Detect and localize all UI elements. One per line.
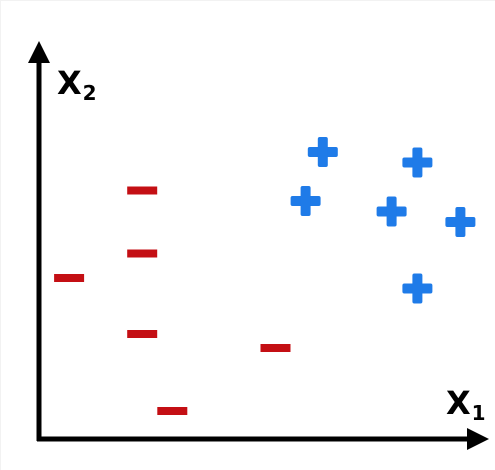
- plus-marker: [307, 137, 338, 167]
- minus-marker: [127, 249, 158, 258]
- minus-marker: [127, 186, 158, 195]
- minus-marker: [54, 274, 85, 282]
- axes: [28, 41, 489, 450]
- minus-marker: [260, 344, 291, 352]
- data-points: [54, 137, 476, 415]
- x-axis-label: X1: [446, 387, 486, 423]
- plus-marker: [290, 186, 321, 216]
- y-axis-label-name: X: [57, 64, 82, 102]
- plus-marker: [445, 207, 476, 237]
- minus-marker: [127, 330, 158, 338]
- plus-marker-bar-vertical: [412, 273, 423, 304]
- x-axis-label-subscript: 1: [471, 401, 486, 425]
- y-axis-arrowhead: [28, 41, 50, 63]
- minus-marker: [157, 407, 188, 415]
- plus-marker: [402, 147, 433, 178]
- plus-marker-bar-vertical: [412, 147, 423, 178]
- plus-marker-bar-vertical: [386, 196, 397, 227]
- x-axis-label-name: X: [446, 384, 471, 422]
- x-axis-arrowhead: [467, 428, 489, 450]
- plus-marker-bar-vertical: [300, 186, 311, 216]
- plus-marker: [402, 273, 433, 304]
- y-axis-label-subscript: 2: [82, 81, 97, 105]
- plus-marker: [376, 196, 407, 227]
- plus-marker-bar-vertical: [455, 207, 466, 237]
- y-axis-label: X2: [57, 67, 97, 103]
- plus-marker-bar-vertical: [317, 137, 328, 167]
